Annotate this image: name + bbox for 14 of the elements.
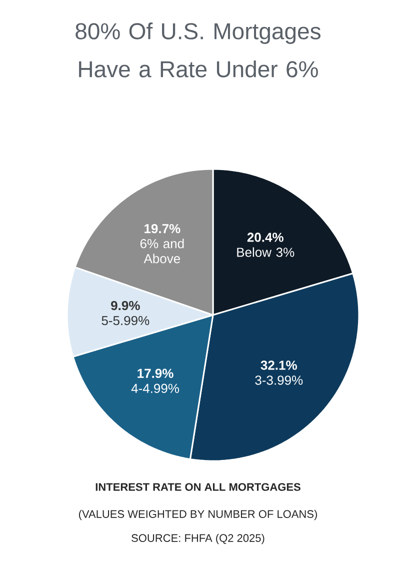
slice-label: 4-4.99% (131, 384, 180, 393)
text: INTEREST RATE ON ALL MORTGAGES (96, 483, 300, 491)
text: (VALUES WEIGHTED BY NUMBER OF LOANS) (78, 510, 317, 520)
slice-label: Below 3% (237, 247, 294, 257)
data-label: 17.9% (138, 368, 174, 378)
slice-label: 6% and Above (140, 238, 184, 264)
source-note: SOURCE: FHFA (Q2 2025) (132, 534, 264, 544)
chart-title: 80% Of U.S. Mortgages Have a Rate Under 6% (76, 22, 320, 78)
data-label: 9.9% (111, 300, 140, 310)
data-label: 32.1% (260, 360, 297, 370)
data-label: 20.4% (247, 232, 284, 242)
slice-label: 5-5.99% (102, 316, 150, 326)
slice-label: 3-3.99% (255, 376, 303, 385)
data-label: 19.7% (144, 224, 180, 234)
